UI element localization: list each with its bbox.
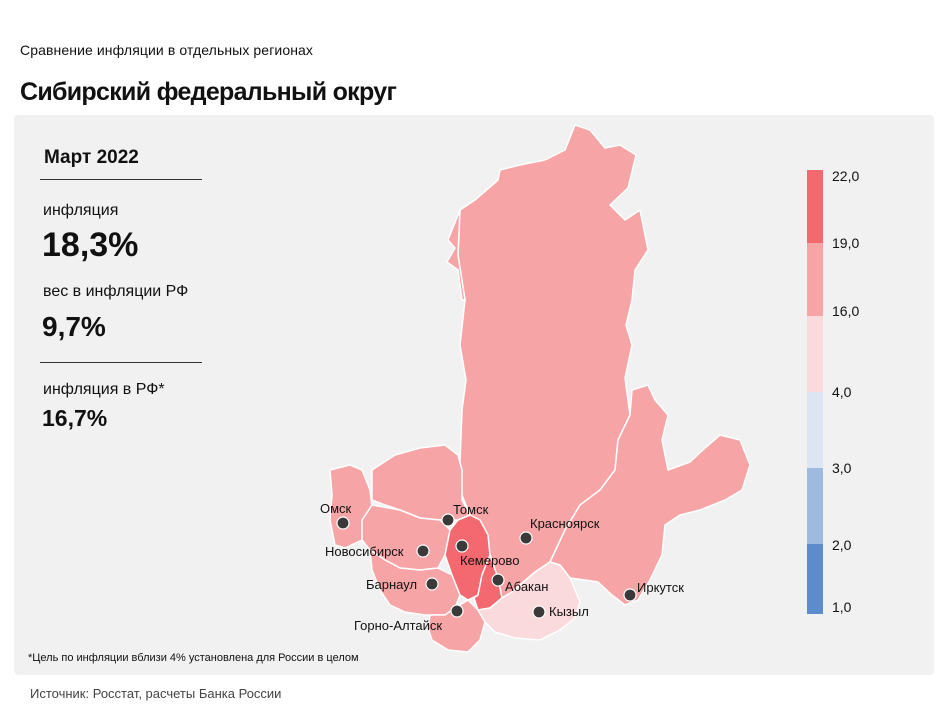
city-label-barnaul: Барнаул (366, 577, 417, 592)
region-irkutsk (549, 384, 751, 606)
rf-inflation-value: 16,7% (42, 405, 108, 431)
chart-title: Сибирский федеральный округ (20, 78, 397, 106)
city-marker-krasnoyarsk (519, 531, 533, 545)
city-label-novosibirsk: Новосибирск (325, 544, 404, 559)
legend-band-3-4 (807, 392, 823, 468)
inflation-value: 18,3% (42, 226, 139, 264)
region-tuva (477, 561, 581, 641)
city-marker-kemerovo (455, 539, 469, 553)
legend-band-2-3 (807, 468, 823, 544)
city-label-gorno-altaisk: Горно-Алтайск (354, 618, 442, 633)
city-label-irkutsk: Иркутск (637, 580, 684, 595)
weight-value: 9,7% (42, 311, 106, 342)
city-marker-novosibirsk (416, 544, 430, 558)
city-marker-barnaul (425, 577, 439, 591)
city-markers (336, 513, 637, 619)
city-label-omsk: Омск (320, 501, 352, 516)
legend-tick: 2,0 (832, 537, 852, 553)
rf-inflation-label: инфляция в РФ* (43, 381, 165, 398)
city-marker-tomsk (441, 513, 455, 527)
city-label-krasnoyarsk: Красноярск (530, 516, 600, 531)
footnote: *Цель по инфляции вблизи 4% установлена … (28, 652, 359, 664)
city-marker-abakan (491, 573, 505, 587)
legend-tick: 4,0 (832, 384, 852, 400)
city-marker-gorno-altaisk (450, 604, 464, 618)
source-note: Источник: Росстат, расчеты Банка России (30, 686, 282, 701)
city-marker-kyzyl (532, 605, 546, 619)
divider (40, 362, 202, 363)
legend-tick: 3,0 (832, 460, 852, 476)
city-marker-irkutsk (623, 588, 637, 602)
legend-band-4-16 (807, 316, 823, 392)
divider (40, 179, 202, 180)
legend-tick: 19,0 (832, 235, 859, 251)
city-label-abakan: Абакан (505, 579, 548, 594)
city-label-tomsk: Томск (453, 502, 489, 517)
weight-label: вес в инфляции РФ (43, 283, 189, 300)
legend-tick: 22,0 (832, 168, 859, 184)
period-label: Март 2022 (44, 147, 139, 168)
legend-tick: 1,0 (832, 599, 852, 615)
city-marker-omsk (336, 516, 350, 530)
legend-tick: 16,0 (832, 303, 859, 319)
city-label-kemerovo: Кемерово (460, 553, 519, 568)
legend-band-1-2 (807, 544, 823, 614)
legend-band-19-22 (807, 170, 823, 243)
chart-subtitle: Сравнение инфляции в отдельных регионах (20, 42, 314, 58)
region-krasnoyarsk-west (446, 209, 466, 301)
legend-band-16-19 (807, 243, 823, 316)
legend: 22,0 19,0 16,0 4,0 3,0 2,0 1,0 (807, 168, 859, 615)
inflation-label: инфляция (43, 202, 119, 219)
city-label-kyzyl: Кызыл (549, 604, 589, 619)
